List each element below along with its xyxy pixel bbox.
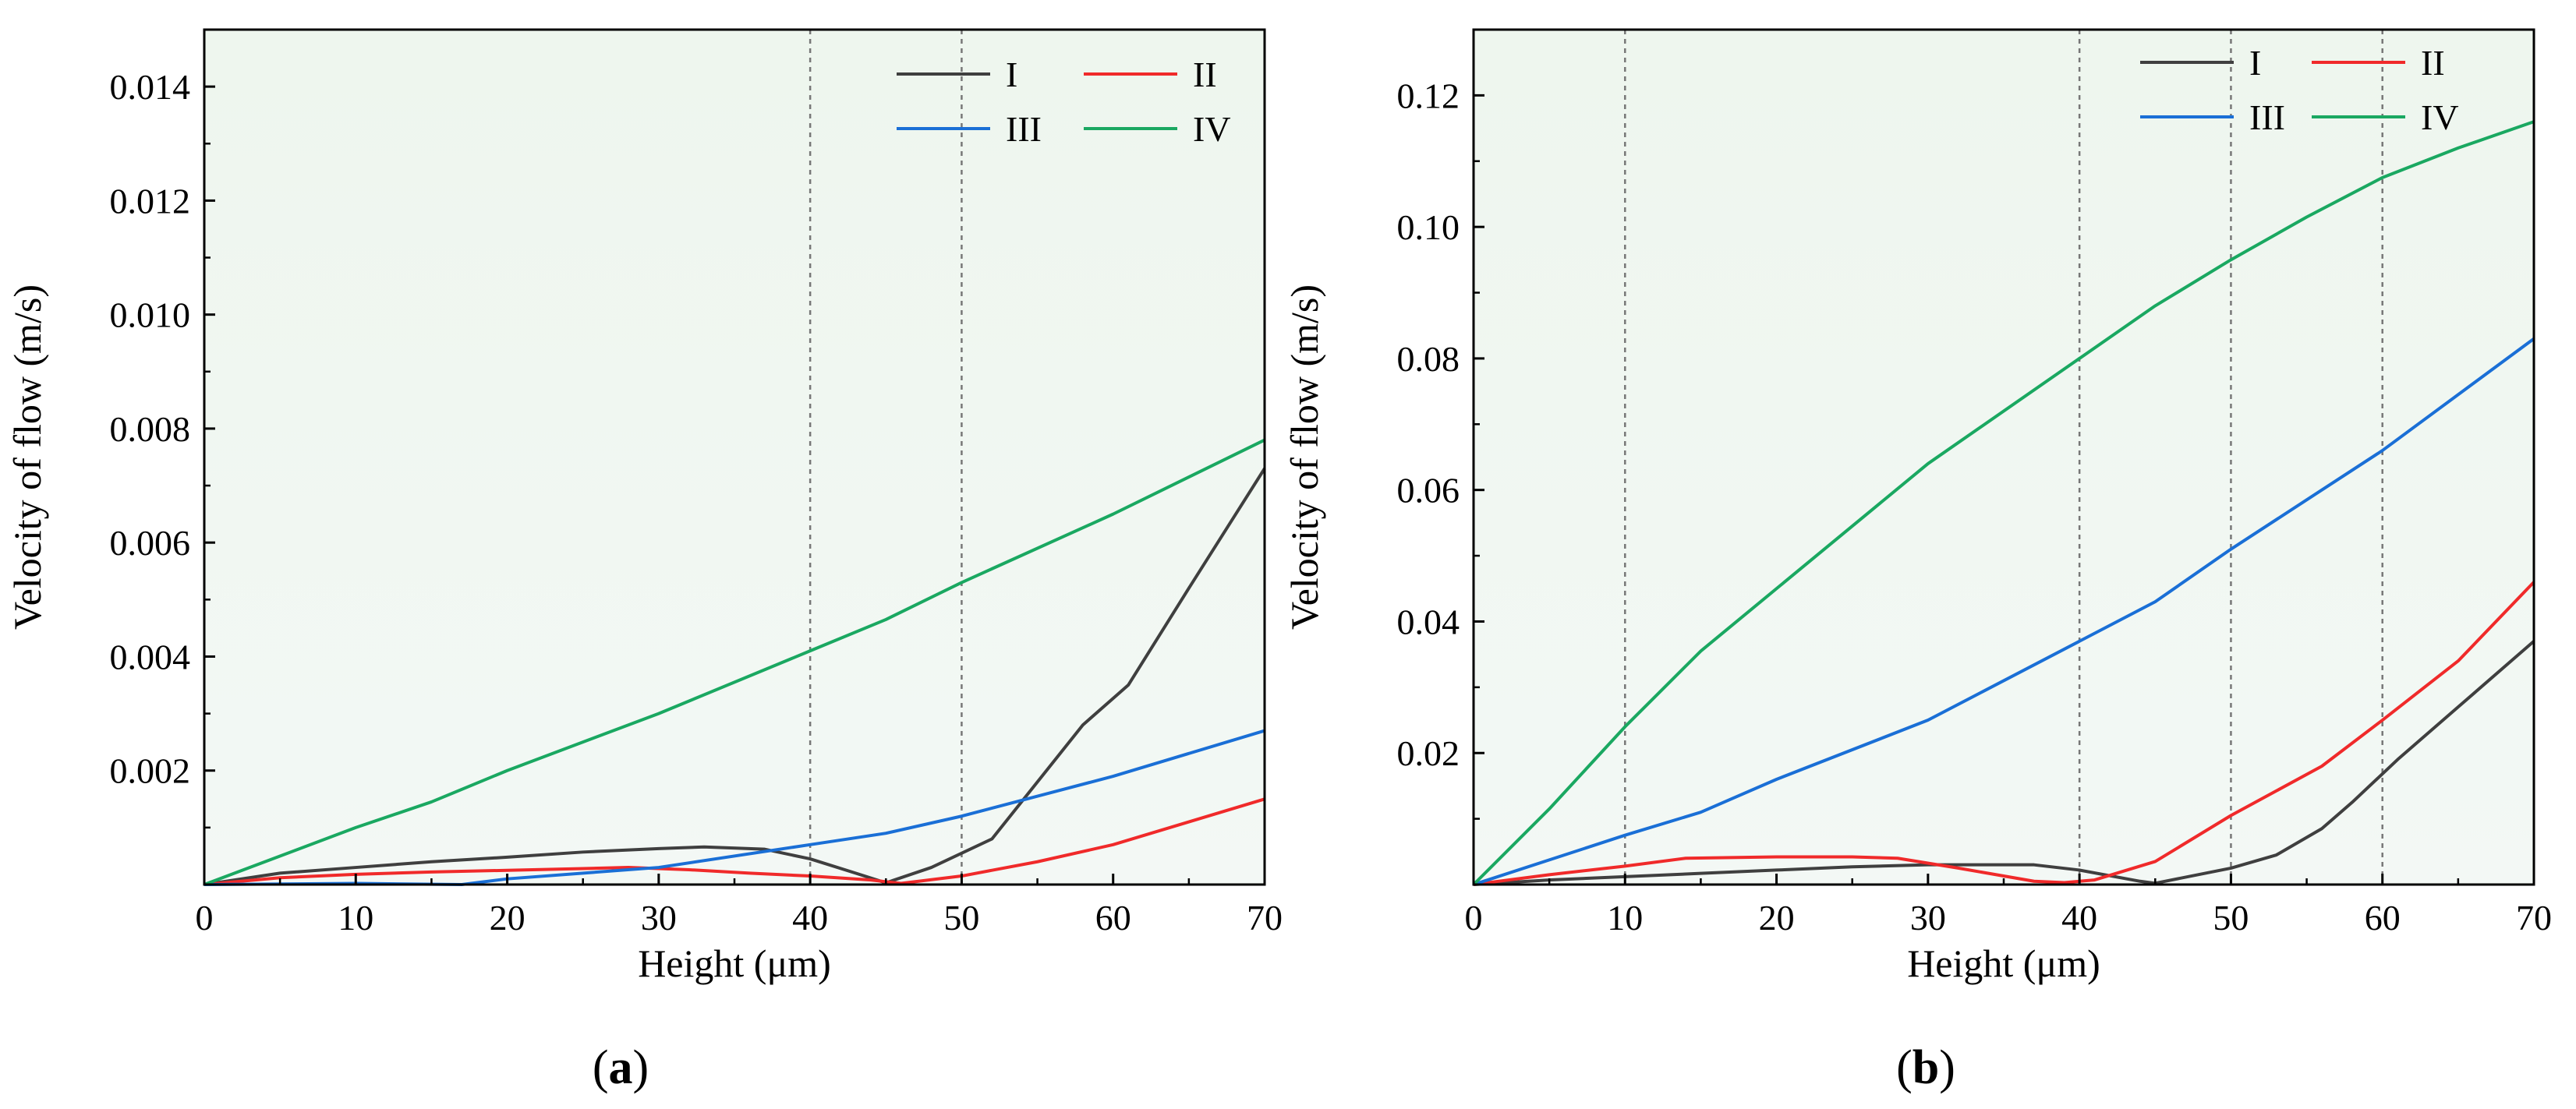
x-tick-label: 60 xyxy=(1095,898,1131,938)
x-tick-label: 40 xyxy=(2061,898,2097,938)
x-tick-label: 40 xyxy=(792,898,828,938)
panel-label-b: (b) xyxy=(1896,1041,1955,1094)
series-line-IV xyxy=(203,438,1265,886)
plot-area-a xyxy=(204,30,1265,885)
plot-area-b xyxy=(1474,30,2534,885)
x-tick-label: 10 xyxy=(338,898,373,938)
x-tick-label: 30 xyxy=(641,898,677,938)
legend-label-II: II xyxy=(1193,55,1217,94)
x-tick-label: 70 xyxy=(2516,898,2552,938)
x-tick-label: 20 xyxy=(490,898,525,938)
y-tick-label: 0.006 xyxy=(110,523,191,563)
y-tick-label: 0.002 xyxy=(110,751,191,791)
y-tick-label: 0.04 xyxy=(1397,602,1460,641)
y-tick-label: 0.012 xyxy=(110,181,191,221)
legend-label-IV: IV xyxy=(1193,109,1231,149)
x-tick-label: 0 xyxy=(1465,898,1483,938)
y-tick-label: 0.02 xyxy=(1397,733,1460,773)
legend-label-III: III xyxy=(2249,97,2285,137)
y-tick-label: 0.10 xyxy=(1397,207,1460,247)
legend-label-II: II xyxy=(2421,43,2445,83)
y-axis-title-b: Velocity of flow (m/s) xyxy=(1283,284,1326,630)
x-tick-label: 60 xyxy=(2365,898,2401,938)
legend-label-III: III xyxy=(1006,109,1042,149)
legend-label-I: I xyxy=(1006,55,1017,94)
y-tick-label: 0.014 xyxy=(110,67,191,107)
series-line-II xyxy=(203,797,1265,886)
legend-label-IV: IV xyxy=(2421,97,2459,137)
y-tick-label: 0.06 xyxy=(1397,471,1460,510)
y-axis-title-a: Velocity of flow (m/s) xyxy=(5,284,49,630)
panel-label-a: (a) xyxy=(593,1041,649,1094)
series-line-I xyxy=(203,468,1266,886)
x-tick-label: 20 xyxy=(1759,898,1795,938)
x-tick-label: 50 xyxy=(2213,898,2249,938)
y-tick-label: 0.004 xyxy=(110,637,191,676)
legend-label-I: I xyxy=(2249,43,2261,83)
x-tick-label: 0 xyxy=(196,898,214,938)
x-tick-label: 50 xyxy=(943,898,979,938)
x-axis-title-b: Height (μm) xyxy=(1907,941,2100,985)
chart-panel-a: 0 10 20 30 40 50 60 70 0.002 0.004 0.006 0.008 0.010… xyxy=(5,28,1283,1094)
y-tick-label: 0.010 xyxy=(110,295,191,335)
x-tick-label: 10 xyxy=(1607,898,1643,938)
series-line-II xyxy=(1473,581,2535,886)
x-axis-title-a: Height (μm) xyxy=(638,941,831,985)
x-tick-label: 30 xyxy=(1910,898,1946,938)
y-tick-label: 0.12 xyxy=(1397,76,1460,115)
x-tick-label: 70 xyxy=(1247,898,1283,938)
series-line-IV xyxy=(1472,120,2535,886)
chart-panel-b: 0 10 20 30 40 50 60 700.020.040.060.080.100.12 … xyxy=(1283,28,2552,1094)
y-tick-label: 0.008 xyxy=(110,409,191,449)
y-tick-label: 0.08 xyxy=(1397,339,1460,379)
series-line-III xyxy=(1473,337,2535,886)
